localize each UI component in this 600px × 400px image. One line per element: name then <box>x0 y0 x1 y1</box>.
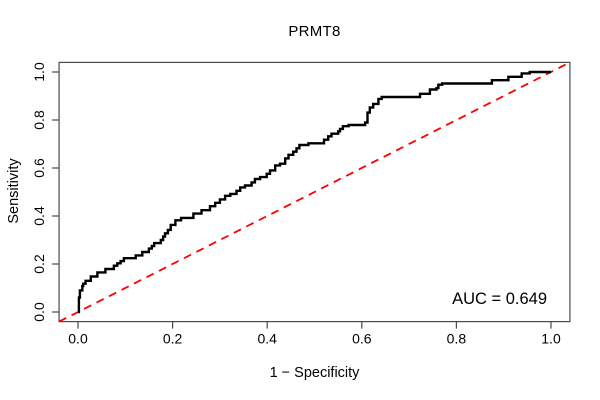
y-axis-title: Sensitivity <box>6 158 22 224</box>
y-axis-tick-label: 0.2 <box>31 254 47 274</box>
x-axis-title: 1 − Specificity <box>269 365 360 381</box>
auc-annotation: AUC = 0.649 <box>452 290 547 308</box>
plot-box <box>58 61 571 323</box>
roc-curve-line <box>77 70 551 314</box>
y-axis-tick-label: 0.0 <box>31 302 47 322</box>
chart-title: PRMT8 <box>288 23 341 40</box>
chance-diagonal-line <box>58 61 571 323</box>
y-axis-tick-label: 0.8 <box>31 110 47 130</box>
x-axis-tick-label: 1.0 <box>541 331 561 347</box>
x-axis-tick-label: 0.4 <box>257 331 277 347</box>
x-axis-tick-label: 0.0 <box>68 331 88 347</box>
y-axis-tick-label: 0.6 <box>31 158 47 178</box>
x-axis-tick-label: 0.6 <box>352 331 372 347</box>
y-axis-tick-label: 0.4 <box>31 206 47 226</box>
x-axis-tick-label: 0.8 <box>447 331 467 347</box>
y-axis-tick-label: 1.0 <box>31 62 47 82</box>
x-axis-tick-label: 0.2 <box>163 331 183 347</box>
